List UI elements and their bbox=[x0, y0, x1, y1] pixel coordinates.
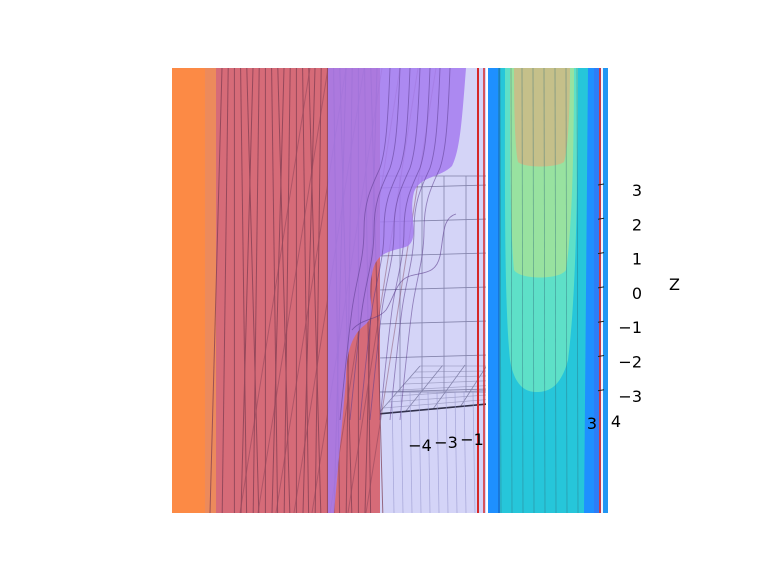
contour-grid-line bbox=[554, 68, 557, 513]
z-tick-mark bbox=[597, 286, 605, 289]
contour-level bbox=[514, 68, 570, 167]
right-stripe-white bbox=[601, 68, 603, 513]
white-gap bbox=[486, 68, 488, 513]
lavender-surface-lines bbox=[391, 391, 476, 513]
lavender-line bbox=[436, 391, 440, 513]
z-tick-mark bbox=[597, 183, 605, 186]
z-tick-mark bbox=[597, 355, 605, 357]
right-stripe-blue bbox=[594, 68, 599, 513]
lavender-line bbox=[445, 391, 449, 513]
purple-surface-line bbox=[351, 213, 457, 331]
purple-surface-line bbox=[339, 68, 391, 421]
wireframe-line bbox=[271, 68, 285, 513]
lavender-line bbox=[391, 391, 395, 513]
contour-grid-line bbox=[532, 68, 535, 513]
z-tick-label: 0 bbox=[632, 284, 642, 303]
y-tick-label: −4 bbox=[408, 436, 432, 455]
contour-grid-line bbox=[543, 68, 546, 513]
wireframe-line bbox=[277, 68, 291, 513]
purple-surface-line bbox=[349, 68, 401, 421]
lavender-line bbox=[418, 391, 422, 513]
z-tick-label: 3 bbox=[632, 181, 642, 200]
z-axis-label: Z bbox=[669, 275, 680, 294]
grid-line bbox=[460, 364, 488, 407]
z-tick-mark bbox=[597, 389, 605, 392]
purple-surface-line bbox=[359, 68, 411, 421]
z-tick-label: 2 bbox=[632, 215, 642, 234]
purple-surface-line bbox=[379, 68, 431, 421]
lavender-line bbox=[463, 391, 467, 513]
right-stripe-cyan bbox=[603, 68, 608, 513]
contour-grid-line bbox=[521, 68, 524, 513]
wireframe-line bbox=[271, 68, 279, 513]
z-tick-label: −2 bbox=[618, 353, 642, 372]
contour-grid-line bbox=[510, 68, 513, 513]
z-tick-mark bbox=[597, 320, 605, 323]
contour-surface bbox=[488, 68, 594, 513]
wireframe-line bbox=[239, 68, 311, 513]
wireframe-line bbox=[252, 68, 260, 513]
z-tick-mark bbox=[597, 217, 605, 220]
purple-surface-line bbox=[389, 68, 441, 421]
z-tick-label: −1 bbox=[618, 318, 642, 337]
contour-grid-line bbox=[499, 68, 502, 513]
lavender-line bbox=[454, 391, 458, 513]
wireframe-line bbox=[314, 68, 322, 513]
lavender-line bbox=[409, 391, 413, 513]
right-stripe-red bbox=[599, 68, 601, 513]
orange-surface-edge bbox=[205, 68, 218, 513]
lavender-line bbox=[427, 391, 431, 513]
wireframe-line bbox=[221, 68, 229, 513]
purple-surface bbox=[328, 68, 466, 513]
contour-grid-line bbox=[576, 68, 579, 513]
wireframe-line bbox=[302, 68, 316, 513]
purple-surface-fill bbox=[328, 68, 466, 513]
grid-line bbox=[432, 364, 466, 410]
wireframe-line bbox=[246, 68, 260, 513]
y-tick-label: 3 bbox=[587, 414, 597, 433]
z-tick-label: 1 bbox=[632, 250, 642, 269]
contour-grid-line bbox=[565, 68, 568, 513]
wireframe-line bbox=[308, 68, 322, 513]
z-tick-label: −3 bbox=[618, 387, 642, 406]
y-tick-label: −1 bbox=[460, 430, 484, 449]
wireframe-line bbox=[240, 68, 248, 513]
purple-surface-line bbox=[369, 68, 421, 421]
purple-surface-line bbox=[399, 68, 451, 421]
lavender-line bbox=[472, 391, 476, 513]
wireframe-line bbox=[283, 68, 291, 513]
y-tick-label: 4 bbox=[611, 412, 621, 431]
lavender-line bbox=[400, 391, 404, 513]
z-axis: 3 2 1 0 −1 −2 −3 bbox=[597, 181, 642, 406]
orange-surface bbox=[172, 68, 208, 513]
y-tick-label: −3 bbox=[434, 433, 458, 452]
wireframe-line bbox=[209, 68, 223, 513]
y-axis: −4 −3 −1 3 4 bbox=[408, 412, 621, 455]
wireframe-line bbox=[302, 68, 310, 513]
wireframe-line bbox=[257, 68, 329, 513]
z-tick-mark bbox=[597, 252, 605, 255]
wireframe-line bbox=[240, 68, 254, 513]
